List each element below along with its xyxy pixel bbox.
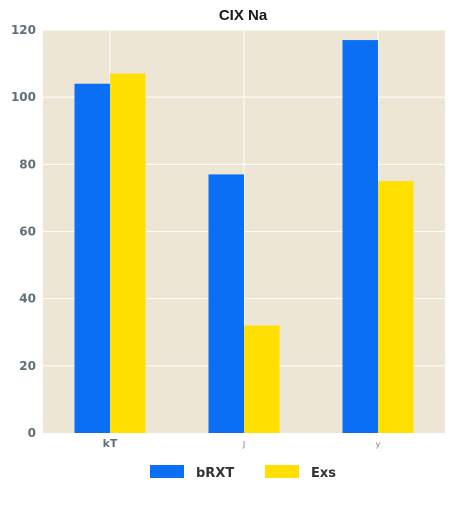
y-tick-label: 0 (28, 426, 36, 440)
bar-bRXT-y (342, 40, 378, 433)
legend-label-Exs: Exs (311, 466, 336, 481)
legend-swatch-bRXT (150, 465, 184, 478)
bar-bRXT-J (208, 174, 244, 434)
bars (74, 40, 414, 434)
y-tick-label: 80 (19, 157, 36, 171)
bar-Exs-kT (110, 73, 146, 434)
y-tick-label: 60 (19, 225, 36, 239)
x-tick-label: kT (103, 437, 118, 450)
y-tick-label: 40 (19, 292, 36, 306)
bar-Exs-J (244, 325, 280, 433)
y-axis: 0 20 40 60 80 100 120 (11, 23, 36, 440)
y-tick-label: 100 (11, 90, 36, 104)
legend-label-bRXT: bRXT (196, 466, 234, 481)
legend-swatch-Exs (265, 465, 299, 478)
chart-title: CIX Na (219, 7, 268, 24)
x-tick-label: J (242, 440, 245, 449)
bar-bRXT-kT (74, 83, 110, 433)
legend: bRXT Exs (150, 465, 336, 481)
x-tick-label: y (376, 440, 381, 449)
y-tick-label: 20 (19, 359, 36, 373)
y-tick-label: 120 (11, 23, 36, 37)
bar-Exs-y (378, 181, 414, 433)
